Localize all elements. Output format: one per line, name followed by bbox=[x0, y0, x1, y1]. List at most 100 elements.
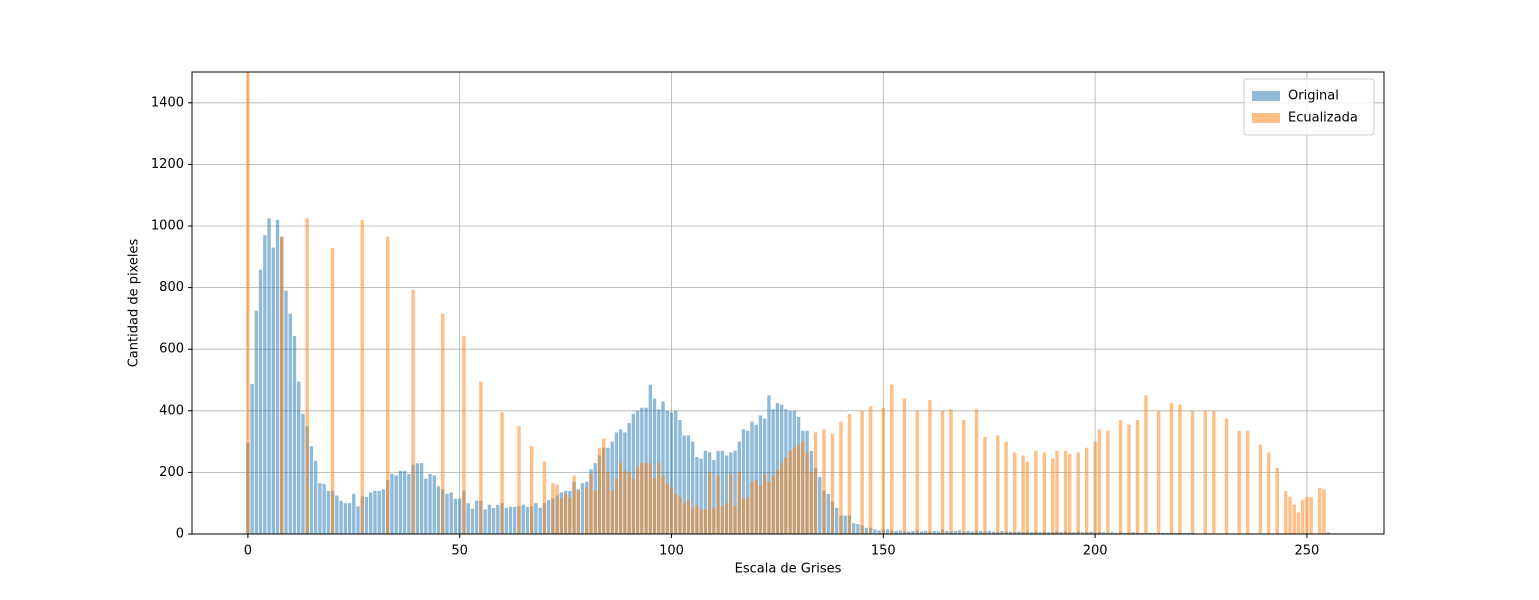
bar bbox=[898, 530, 902, 534]
bar bbox=[1144, 395, 1148, 534]
bar bbox=[720, 450, 725, 534]
bar bbox=[1326, 532, 1330, 534]
bar bbox=[1156, 410, 1161, 534]
bar bbox=[661, 401, 665, 534]
bar bbox=[746, 497, 750, 534]
bar bbox=[568, 497, 572, 534]
bar bbox=[665, 410, 669, 534]
bar bbox=[1025, 461, 1030, 534]
bar bbox=[686, 435, 691, 534]
bar bbox=[953, 530, 958, 534]
bar bbox=[758, 415, 763, 534]
bar bbox=[1068, 453, 1072, 534]
bar bbox=[1017, 531, 1021, 534]
bar bbox=[610, 441, 614, 534]
y-axis-label: Cantidad de pixeles bbox=[127, 239, 142, 368]
y-tick-label: 0 bbox=[176, 527, 184, 542]
bar bbox=[716, 475, 720, 534]
bar bbox=[1224, 418, 1229, 534]
bar bbox=[267, 218, 271, 534]
bar bbox=[246, 72, 250, 534]
bar bbox=[1322, 489, 1326, 534]
bar bbox=[682, 435, 686, 534]
bar bbox=[1008, 531, 1013, 534]
bar bbox=[750, 421, 754, 534]
bar bbox=[907, 531, 911, 534]
x-tick-label: 50 bbox=[451, 544, 468, 559]
bar bbox=[1097, 429, 1102, 534]
bar bbox=[835, 507, 839, 534]
bar bbox=[585, 487, 589, 534]
bar bbox=[618, 463, 623, 534]
bar bbox=[297, 381, 301, 534]
bar bbox=[1089, 531, 1093, 534]
bar bbox=[1161, 532, 1165, 534]
bar bbox=[356, 506, 360, 534]
bar bbox=[1317, 487, 1322, 534]
bar bbox=[682, 503, 686, 534]
bar bbox=[949, 409, 953, 534]
bar bbox=[534, 503, 538, 534]
bar bbox=[415, 463, 420, 534]
bar bbox=[1148, 532, 1152, 534]
bar bbox=[657, 463, 661, 534]
bar bbox=[1076, 452, 1080, 534]
bar bbox=[754, 424, 758, 534]
bar bbox=[923, 530, 928, 534]
bar bbox=[911, 530, 915, 534]
x-tick-label: 200 bbox=[1083, 544, 1108, 559]
bar bbox=[695, 504, 699, 534]
bar bbox=[733, 450, 737, 534]
bar bbox=[712, 460, 716, 534]
bar bbox=[737, 472, 741, 534]
bars bbox=[246, 72, 1330, 534]
bar bbox=[784, 457, 788, 534]
bar bbox=[373, 490, 377, 534]
x-tick-label: 100 bbox=[659, 544, 684, 559]
bar bbox=[775, 403, 780, 534]
bar bbox=[847, 413, 852, 534]
bar bbox=[572, 475, 576, 534]
bar bbox=[822, 429, 826, 534]
bar bbox=[674, 493, 678, 534]
bar bbox=[530, 446, 534, 534]
bar bbox=[271, 247, 275, 534]
bar bbox=[733, 506, 737, 534]
bar bbox=[881, 407, 886, 534]
bar bbox=[441, 313, 445, 534]
bar bbox=[610, 490, 614, 534]
x-axis-label: Escala de Grises bbox=[735, 562, 842, 577]
bar bbox=[966, 530, 970, 534]
bar bbox=[644, 463, 648, 534]
bar bbox=[1072, 532, 1076, 534]
bar bbox=[496, 504, 500, 534]
bar bbox=[1063, 450, 1068, 534]
bar bbox=[991, 531, 996, 534]
legend-label: Ecualizada bbox=[1288, 111, 1358, 126]
bar bbox=[890, 384, 894, 534]
bar bbox=[445, 493, 449, 534]
bar bbox=[826, 493, 830, 534]
bar bbox=[1237, 430, 1241, 534]
bar bbox=[309, 446, 314, 534]
bar bbox=[500, 412, 504, 534]
bar bbox=[839, 421, 843, 534]
bar bbox=[1042, 452, 1046, 534]
bar bbox=[1021, 455, 1025, 534]
bar bbox=[652, 398, 657, 534]
bar bbox=[1152, 532, 1157, 534]
bar bbox=[1258, 444, 1263, 534]
bar bbox=[720, 506, 725, 534]
bar bbox=[932, 530, 936, 534]
bar bbox=[775, 469, 780, 534]
bar bbox=[589, 473, 593, 534]
bar bbox=[369, 492, 373, 534]
bar bbox=[580, 483, 585, 534]
bar bbox=[1004, 441, 1008, 534]
bar bbox=[474, 500, 479, 534]
bar bbox=[1114, 532, 1119, 534]
bar bbox=[343, 503, 348, 534]
bar bbox=[686, 500, 691, 534]
bar bbox=[699, 458, 703, 534]
